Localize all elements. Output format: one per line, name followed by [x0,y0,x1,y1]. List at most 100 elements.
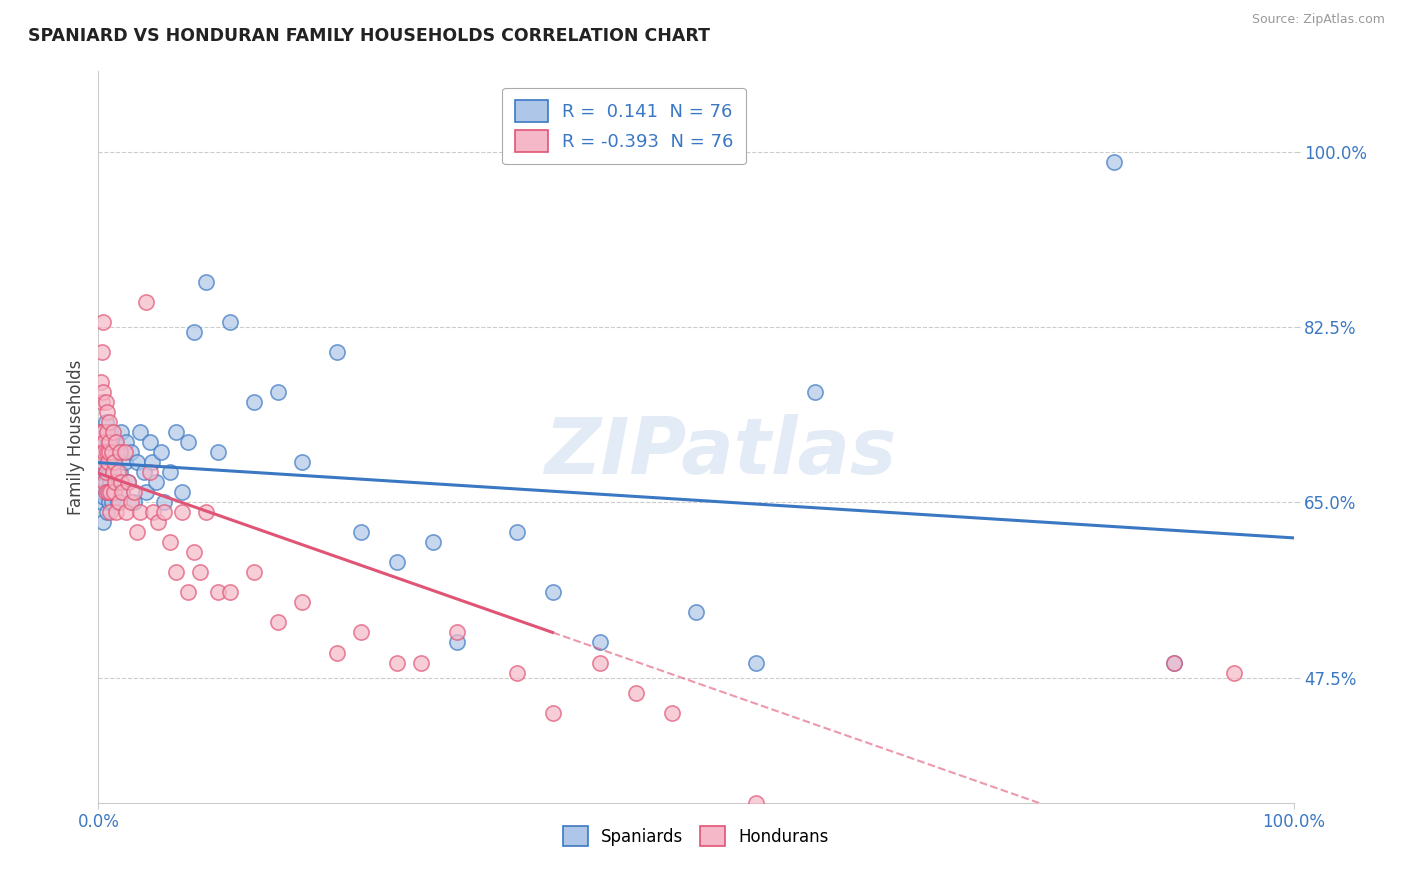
Point [90,445,112,459]
Point [745,796,768,810]
Point [103,455,125,469]
Point [96,445,118,459]
Point [139,465,162,479]
Point [183,545,205,559]
Point [93,445,115,459]
Point [129,505,152,519]
Point [107,465,129,479]
Point [267,615,290,630]
Point [97,485,120,500]
Point [142,505,165,519]
Point [91,315,114,329]
Point [110,475,132,490]
Legend: Spaniards, Hondurans: Spaniards, Hondurans [557,820,835,853]
Point [98,495,121,509]
Point [129,425,152,439]
Point [132,465,155,479]
Point [207,585,229,599]
Point [108,465,131,479]
Point [94,475,117,490]
Point [107,495,129,509]
Point [100,445,122,459]
Point [105,475,128,490]
Point [96,405,118,419]
Point [141,455,163,469]
Point [125,525,148,540]
Point [105,505,128,519]
Point [207,445,229,459]
Point [91,455,114,469]
Point [177,585,200,599]
Point [411,656,433,670]
Point [101,485,124,500]
Text: ZIPatlas: ZIPatlas [544,414,896,490]
Point [541,585,564,599]
Point [446,635,468,649]
Point [125,455,148,469]
Point [1104,154,1126,169]
Point [101,425,124,439]
Point [91,495,114,509]
Point [446,625,468,640]
Point [120,445,142,459]
Point [1163,656,1185,670]
Point [96,455,118,469]
Point [165,566,187,580]
Point [177,435,200,450]
Point [98,475,122,490]
Point [98,485,122,500]
Point [115,505,138,519]
Y-axis label: Family Households: Family Households [66,359,84,515]
Point [291,595,314,609]
Point [124,485,146,500]
Point [98,465,121,479]
Point [94,465,117,479]
Point [685,815,707,830]
Point [98,455,122,469]
Point [107,495,129,509]
Point [98,505,122,519]
Point [103,455,125,469]
Point [108,445,131,459]
Point [89,465,111,479]
Point [385,555,409,569]
Point [91,485,114,500]
Point [104,435,127,450]
Point [117,475,139,490]
Point [626,685,648,699]
Point [98,435,121,450]
Point [149,445,172,459]
Point [506,525,529,540]
Point [98,445,121,459]
Point [385,656,409,670]
Point [91,455,114,469]
Point [661,706,683,720]
Point [98,445,121,459]
Point [148,515,170,529]
Point [114,455,136,469]
Point [94,485,117,500]
Point [107,445,129,459]
Point [93,475,115,490]
Point [172,505,194,519]
Point [685,606,707,620]
Point [135,485,157,500]
Point [243,566,266,580]
Point [124,495,146,509]
Point [97,455,120,469]
Point [326,345,349,359]
Point [145,475,167,490]
Point [589,635,612,649]
Point [96,505,118,519]
Point [93,435,115,450]
Point [117,475,139,490]
Text: Source: ZipAtlas.com: Source: ZipAtlas.com [1251,13,1385,27]
Point [91,465,114,479]
Point [326,646,349,660]
Point [120,495,142,509]
Point [91,345,114,359]
Point [422,535,444,549]
Point [91,515,114,529]
Point [111,485,134,500]
Point [111,485,134,500]
